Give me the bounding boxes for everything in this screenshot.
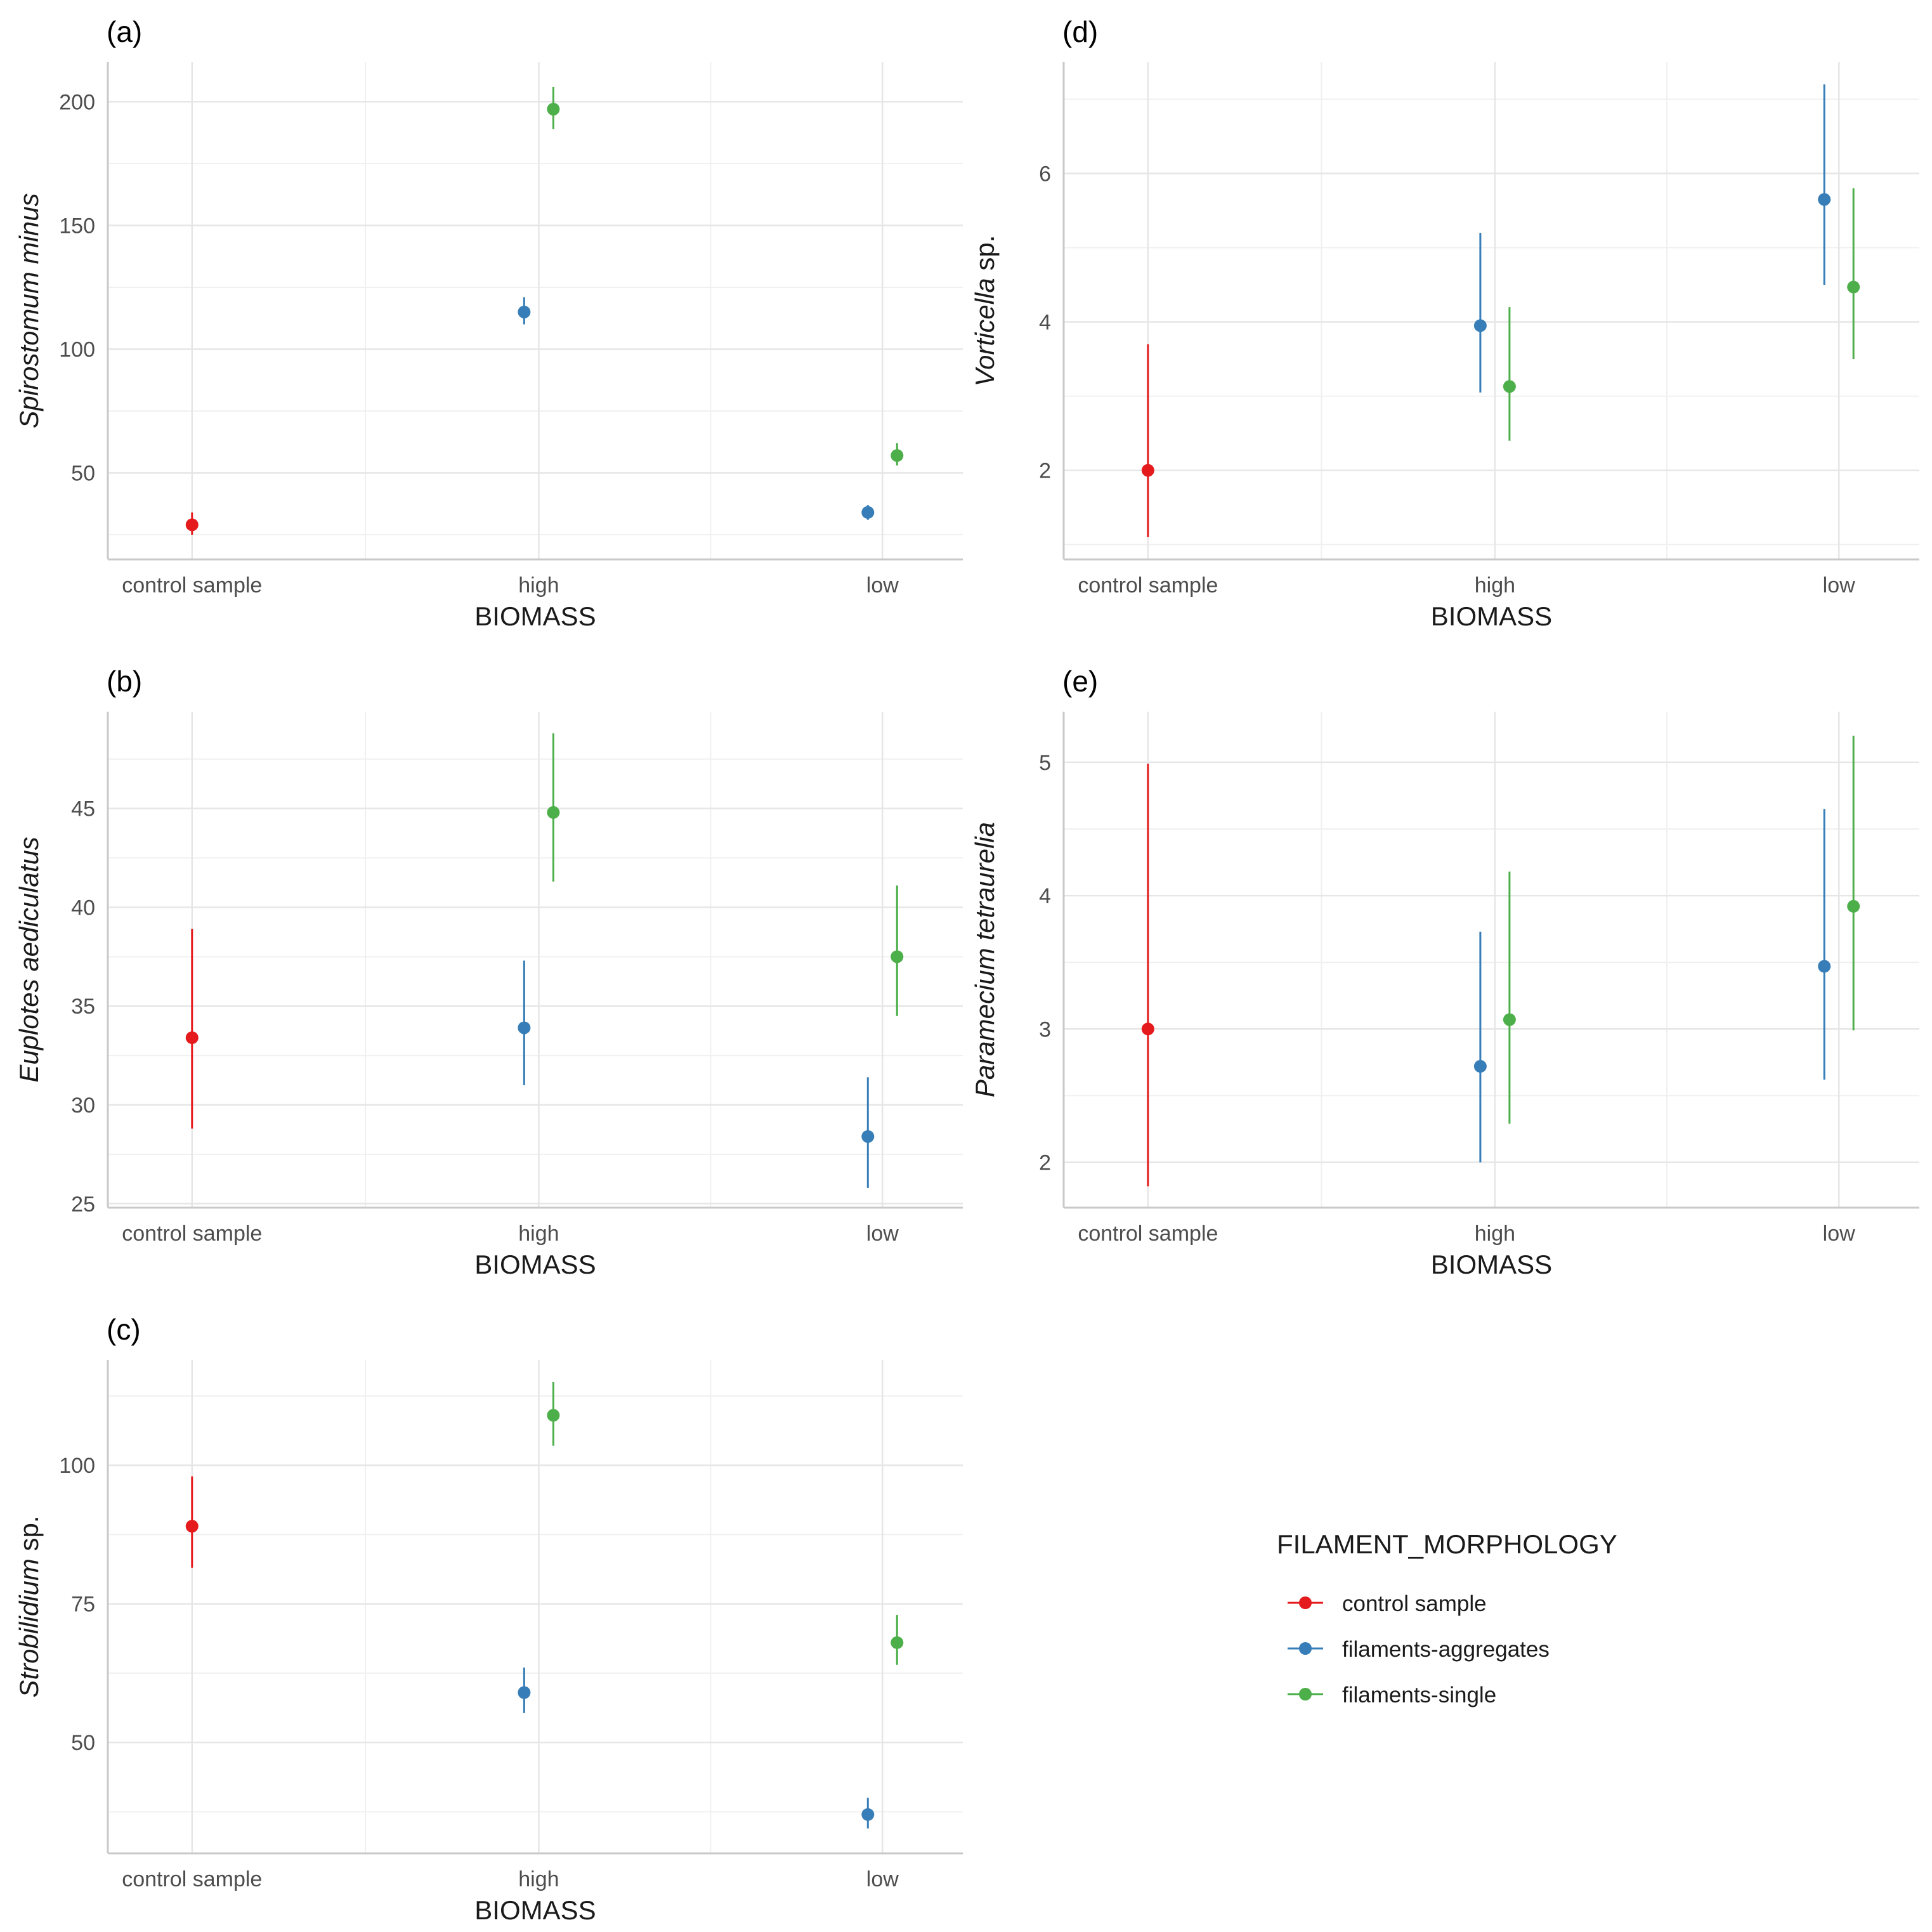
y-axis-title-species: Strobilidium [14,1558,44,1697]
y-axis-title: Paramecium tetraurelia [970,822,1000,1097]
data-point [891,449,904,462]
chart-panel: 50 75 100 control sample high low BIOMASS Strob… [14,1313,963,1925]
x-tick-label: low [866,573,899,597]
y-tick-label: 5 [1039,751,1051,775]
y-tick-label: 2 [1039,459,1051,483]
x-tick-label: control sample [122,573,262,597]
legend-label: filaments-aggregates [1342,1637,1550,1662]
x-tick-label: control sample [122,1867,262,1891]
y-tick-label: 150 [59,214,95,238]
x-tick-label: low [866,1222,899,1246]
y-tick-label: 50 [71,1731,95,1755]
y-axis-title-species: Spirostomum minus [14,193,44,428]
data-point [861,1808,875,1821]
data-point [1141,464,1154,477]
data-point [518,1686,531,1699]
y-tick-label: 100 [59,337,95,362]
legend-key-point [1299,1596,1312,1609]
data-point [1818,960,1831,973]
data-point [185,1031,199,1045]
y-tick-label: 35 [71,995,95,1019]
data-point [518,1021,531,1035]
y-axis-title-suffix: sp. [970,235,1000,278]
data-point [1503,1013,1516,1026]
x-tick-label: high [518,1222,559,1246]
data-point [1847,280,1860,294]
y-axis-title: Strobilidium sp. [14,1515,44,1697]
x-tick-label: high [518,1867,559,1891]
data-point [891,1636,904,1649]
legend-label: control sample [1342,1591,1487,1616]
legend-key-point [1299,1642,1312,1655]
y-tick-label: 30 [71,1093,95,1118]
legend-key-point [1299,1688,1312,1700]
chart-panel: 2 4 6 control sample high low BIOMASS Vorticell… [970,15,1919,631]
y-tick-label: 40 [71,896,95,920]
data-point [861,506,875,519]
chart-panel: 50 100 150 200 control sample high low BIOMASS S… [14,15,963,631]
legend-label: filaments-single [1342,1683,1496,1707]
y-tick-label: 4 [1039,311,1051,335]
x-axis-title: BIOMASS [474,1250,596,1279]
data-point [1473,319,1487,332]
data-point [547,103,560,116]
y-tick-label: 75 [71,1593,95,1617]
y-tick-label: 50 [71,461,95,485]
x-axis-title: BIOMASS [1431,1250,1552,1279]
data-point [1847,899,1860,913]
y-axis-title: Euplotes aediculatus [14,837,44,1083]
panel-label: (a) [107,15,142,48]
y-tick-label: 4 [1039,884,1051,908]
legend: FILAMENT_MORPHOLOGY control sample filame… [1277,1529,1617,1707]
y-tick-label: 100 [59,1454,95,1478]
y-tick-label: 200 [59,90,95,114]
y-axis-title-species: Vorticella [970,278,1000,386]
x-axis-title: BIOMASS [474,601,596,631]
data-point [1141,1022,1154,1036]
x-tick-label: control sample [122,1222,262,1246]
y-axis-title: Vorticella sp. [970,235,1000,387]
data-point [547,806,560,819]
y-tick-label: 6 [1039,162,1051,186]
y-axis-title-species: Euplotes aediculatus [14,837,44,1083]
y-tick-label: 3 [1039,1017,1051,1041]
data-point [518,305,531,318]
y-axis-title: Spirostomum minus [14,193,44,428]
data-point [185,518,199,532]
x-tick-label: control sample [1078,573,1218,597]
x-tick-label: control sample [1078,1222,1218,1246]
panel-label: (e) [1062,665,1098,698]
data-point [1503,380,1516,393]
y-tick-label: 25 [71,1192,95,1217]
y-axis-title-species: Paramecium tetraurelia [970,822,1000,1097]
panel-label: (c) [107,1313,141,1346]
x-tick-label: low [1823,573,1855,597]
data-point [1818,193,1831,206]
y-axis-title-suffix: sp. [14,1515,44,1558]
x-tick-label: low [866,1867,899,1891]
data-point [185,1520,199,1533]
y-tick-label: 2 [1039,1151,1051,1175]
x-tick-label: high [1475,1222,1515,1246]
panel-label: (b) [107,665,142,698]
data-point [1473,1060,1487,1073]
x-tick-label: high [518,573,559,597]
x-tick-label: low [1823,1222,1855,1246]
x-tick-label: high [1475,573,1515,597]
data-point [861,1130,875,1143]
y-tick-label: 45 [71,797,95,821]
chart-panel: 2 3 4 5 control sample high low BIOMASS Parameci… [970,665,1919,1279]
panel-label: (d) [1062,15,1098,48]
legend-title: FILAMENT_MORPHOLOGY [1277,1529,1617,1559]
chart-panel: 25 30 35 40 45 control sample high low BIOMASS Eu… [14,665,963,1279]
x-axis-title: BIOMASS [474,1895,596,1925]
x-axis-title: BIOMASS [1431,601,1552,631]
data-point [891,950,904,963]
data-point [547,1409,560,1422]
